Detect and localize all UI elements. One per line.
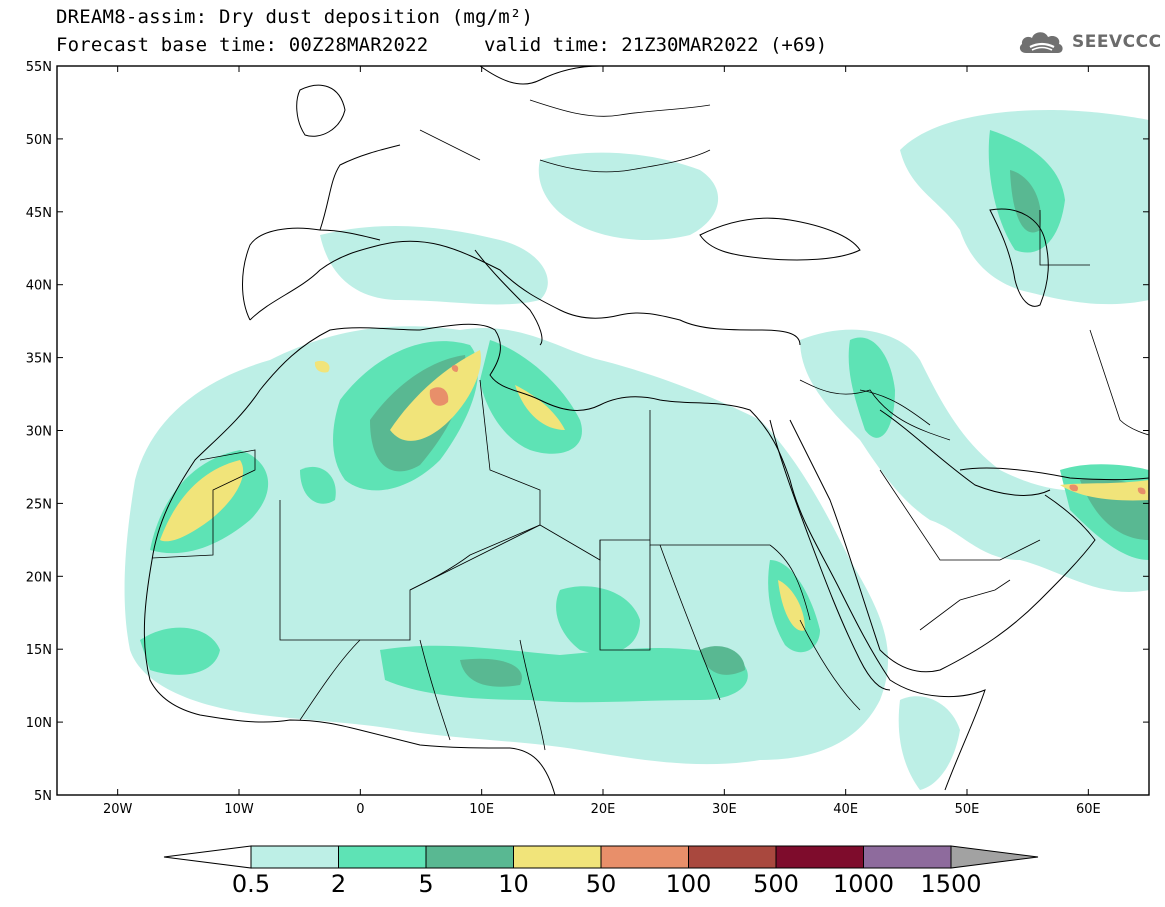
- dust-field: [124, 110, 1149, 790]
- colorbar-swatch: [513, 845, 602, 869]
- colorbar-swatch: [338, 845, 427, 869]
- dust-area-gulf-max2: [1137, 487, 1146, 495]
- lon-label: 40E: [833, 802, 858, 817]
- lat-label: 55N: [26, 60, 52, 75]
- italy: [474, 249, 543, 346]
- arabia-coast: [789, 419, 1096, 673]
- dust-area-libya-peak: [515, 385, 565, 430]
- dust-area-chad: [556, 586, 640, 654]
- iran-coast: [959, 467, 1149, 480]
- persian-gulf: [879, 409, 1051, 496]
- dust-area-gulf-peak: [1060, 480, 1149, 501]
- lon-label: 20E: [591, 802, 616, 817]
- dust-area-erg-east: [300, 466, 336, 504]
- borders: [151, 99, 1149, 751]
- lat-label: 45N: [26, 206, 52, 221]
- colorbar-label: 100: [665, 870, 712, 898]
- france-coast: [319, 144, 401, 231]
- med-north: [249, 240, 801, 346]
- dust-area-sudan-core: [700, 646, 745, 675]
- lon-label: 50E: [955, 802, 980, 817]
- colorbar-swatch: [600, 845, 689, 869]
- lat-label: 30N: [26, 425, 52, 440]
- lon-label: 30E: [712, 802, 737, 817]
- colorbar-label: 2: [330, 870, 347, 898]
- lat-label: 20N: [26, 570, 52, 585]
- lon-label: 20W: [103, 802, 133, 817]
- map-title: DREAM8-assim: Dry dust deposition (mg/m²…: [56, 6, 534, 28]
- lon-label: 0: [356, 802, 364, 817]
- colorbar-swatch: [775, 845, 864, 869]
- forecast-base-time: Forecast base time: 00Z28MAR2022: [56, 34, 429, 56]
- latitude-labels: 55N 50N 45N 40N 35N 30N 25N 20N 15N 10N 5N: [26, 60, 52, 804]
- cloud-icon: [1019, 32, 1063, 53]
- dust-area-sahel-core: [460, 658, 522, 687]
- colorbar-swatch: [863, 845, 952, 869]
- dust-area-gulf-max: [1069, 484, 1079, 492]
- coastlines: [143, 66, 1149, 795]
- dust-area-mediterranean: [320, 225, 548, 305]
- iberia: [242, 227, 381, 321]
- colorbar-label: 1500: [920, 870, 982, 898]
- colorbar-label: 0.5: [231, 870, 271, 898]
- colorbar-swatch: [688, 845, 777, 869]
- colorbar-swatch: [425, 845, 514, 869]
- colorbar: [163, 845, 1039, 869]
- black-sea: [699, 217, 861, 261]
- dust-area-morocco-coast: [160, 460, 244, 542]
- red-sea: [769, 419, 891, 691]
- colorbar-label: 50: [585, 870, 617, 898]
- lat-label: 15N: [26, 643, 52, 658]
- lat-label: 25N: [26, 497, 52, 512]
- lat-label: 40N: [26, 279, 52, 294]
- logo-text: SEEVCCC: [1072, 32, 1162, 52]
- dust-area-atlas-max: [429, 387, 449, 406]
- map-ticks: [57, 65, 1149, 796]
- longitude-labels: 20W 10W 0 10E 20E 30E 40E 50E 60E: [103, 802, 1101, 817]
- lat-label: 35N: [26, 352, 52, 367]
- colorbar-label: 500: [753, 870, 799, 898]
- lon-label: 10E: [469, 802, 494, 817]
- lon-label: 60E: [1076, 802, 1101, 817]
- lat-label: 50N: [26, 133, 52, 148]
- colorbar-over-triangle: [950, 845, 1039, 869]
- dust-area-sudan-peak: [778, 580, 805, 631]
- dust-area-algeria-spot: [314, 360, 330, 373]
- dust-area-horn: [898, 696, 960, 790]
- colorbar-label: 10: [498, 870, 529, 898]
- colorbar-under-triangle: [163, 845, 252, 869]
- britain: [296, 84, 346, 137]
- africa-west-coast: [143, 559, 556, 795]
- lat-label: 5N: [34, 789, 52, 804]
- valid-time: valid time: 21Z30MAR2022 (+69): [484, 34, 828, 56]
- caspian: [989, 208, 1049, 307]
- colorbar-label: 1000: [832, 870, 895, 898]
- dust-area-kazakh-core: [1010, 170, 1041, 233]
- colorbar-swatch: [250, 845, 339, 869]
- lon-label: 10W: [224, 802, 254, 817]
- lat-label: 10N: [26, 716, 52, 731]
- africa-coast: [151, 323, 986, 791]
- dust-area-balkans: [538, 152, 719, 240]
- dust-area-sahel-west: [140, 627, 220, 675]
- seevccc-logo: SEEVCCC: [1018, 27, 1162, 57]
- dust-area-atlas-max2: [451, 365, 459, 372]
- scandinavia: [479, 66, 601, 85]
- colorbar-label: 5: [418, 870, 434, 898]
